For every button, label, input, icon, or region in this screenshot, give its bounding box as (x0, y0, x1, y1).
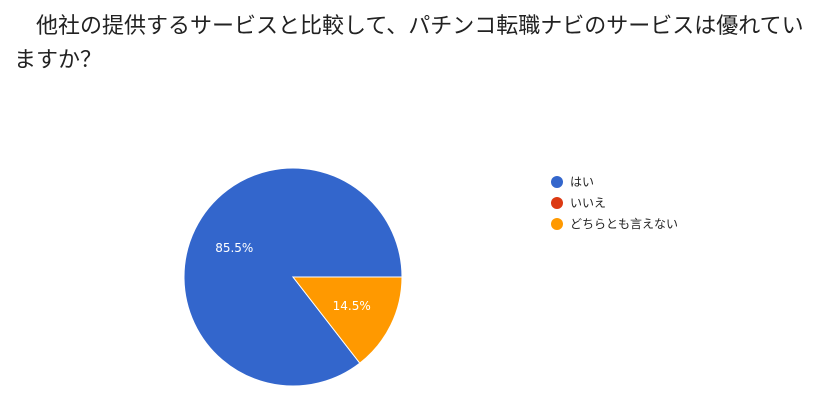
legend-label-2: どちらとも言えない (570, 217, 679, 231)
legend-swatch-2 (551, 217, 563, 230)
pie-slice-labels: 85.5% 14.5% (215, 241, 371, 313)
legend-label-1: いいえ (570, 196, 607, 210)
slice-value-label-2: 14.5% (333, 299, 371, 313)
legend-item-0: はい (551, 171, 678, 192)
slice-value-label-0: 85.5% (215, 241, 253, 255)
chart-title: 他社の提供するサービスと比較して、パチンコ転職ナビのサービスは優れていますか？ (14, 14, 804, 73)
chart-legend: はいいいえどちらとも言えない (551, 171, 678, 234)
legend-item-1: いいえ (551, 192, 678, 213)
pie-slice-2 (291, 276, 403, 364)
legend-swatch-0 (551, 175, 563, 188)
legend-swatch-1 (551, 196, 563, 209)
legend-item-2: どちらとも言えない (551, 213, 678, 234)
legend-label-0: はい (570, 175, 595, 189)
pie-slices (183, 167, 403, 387)
